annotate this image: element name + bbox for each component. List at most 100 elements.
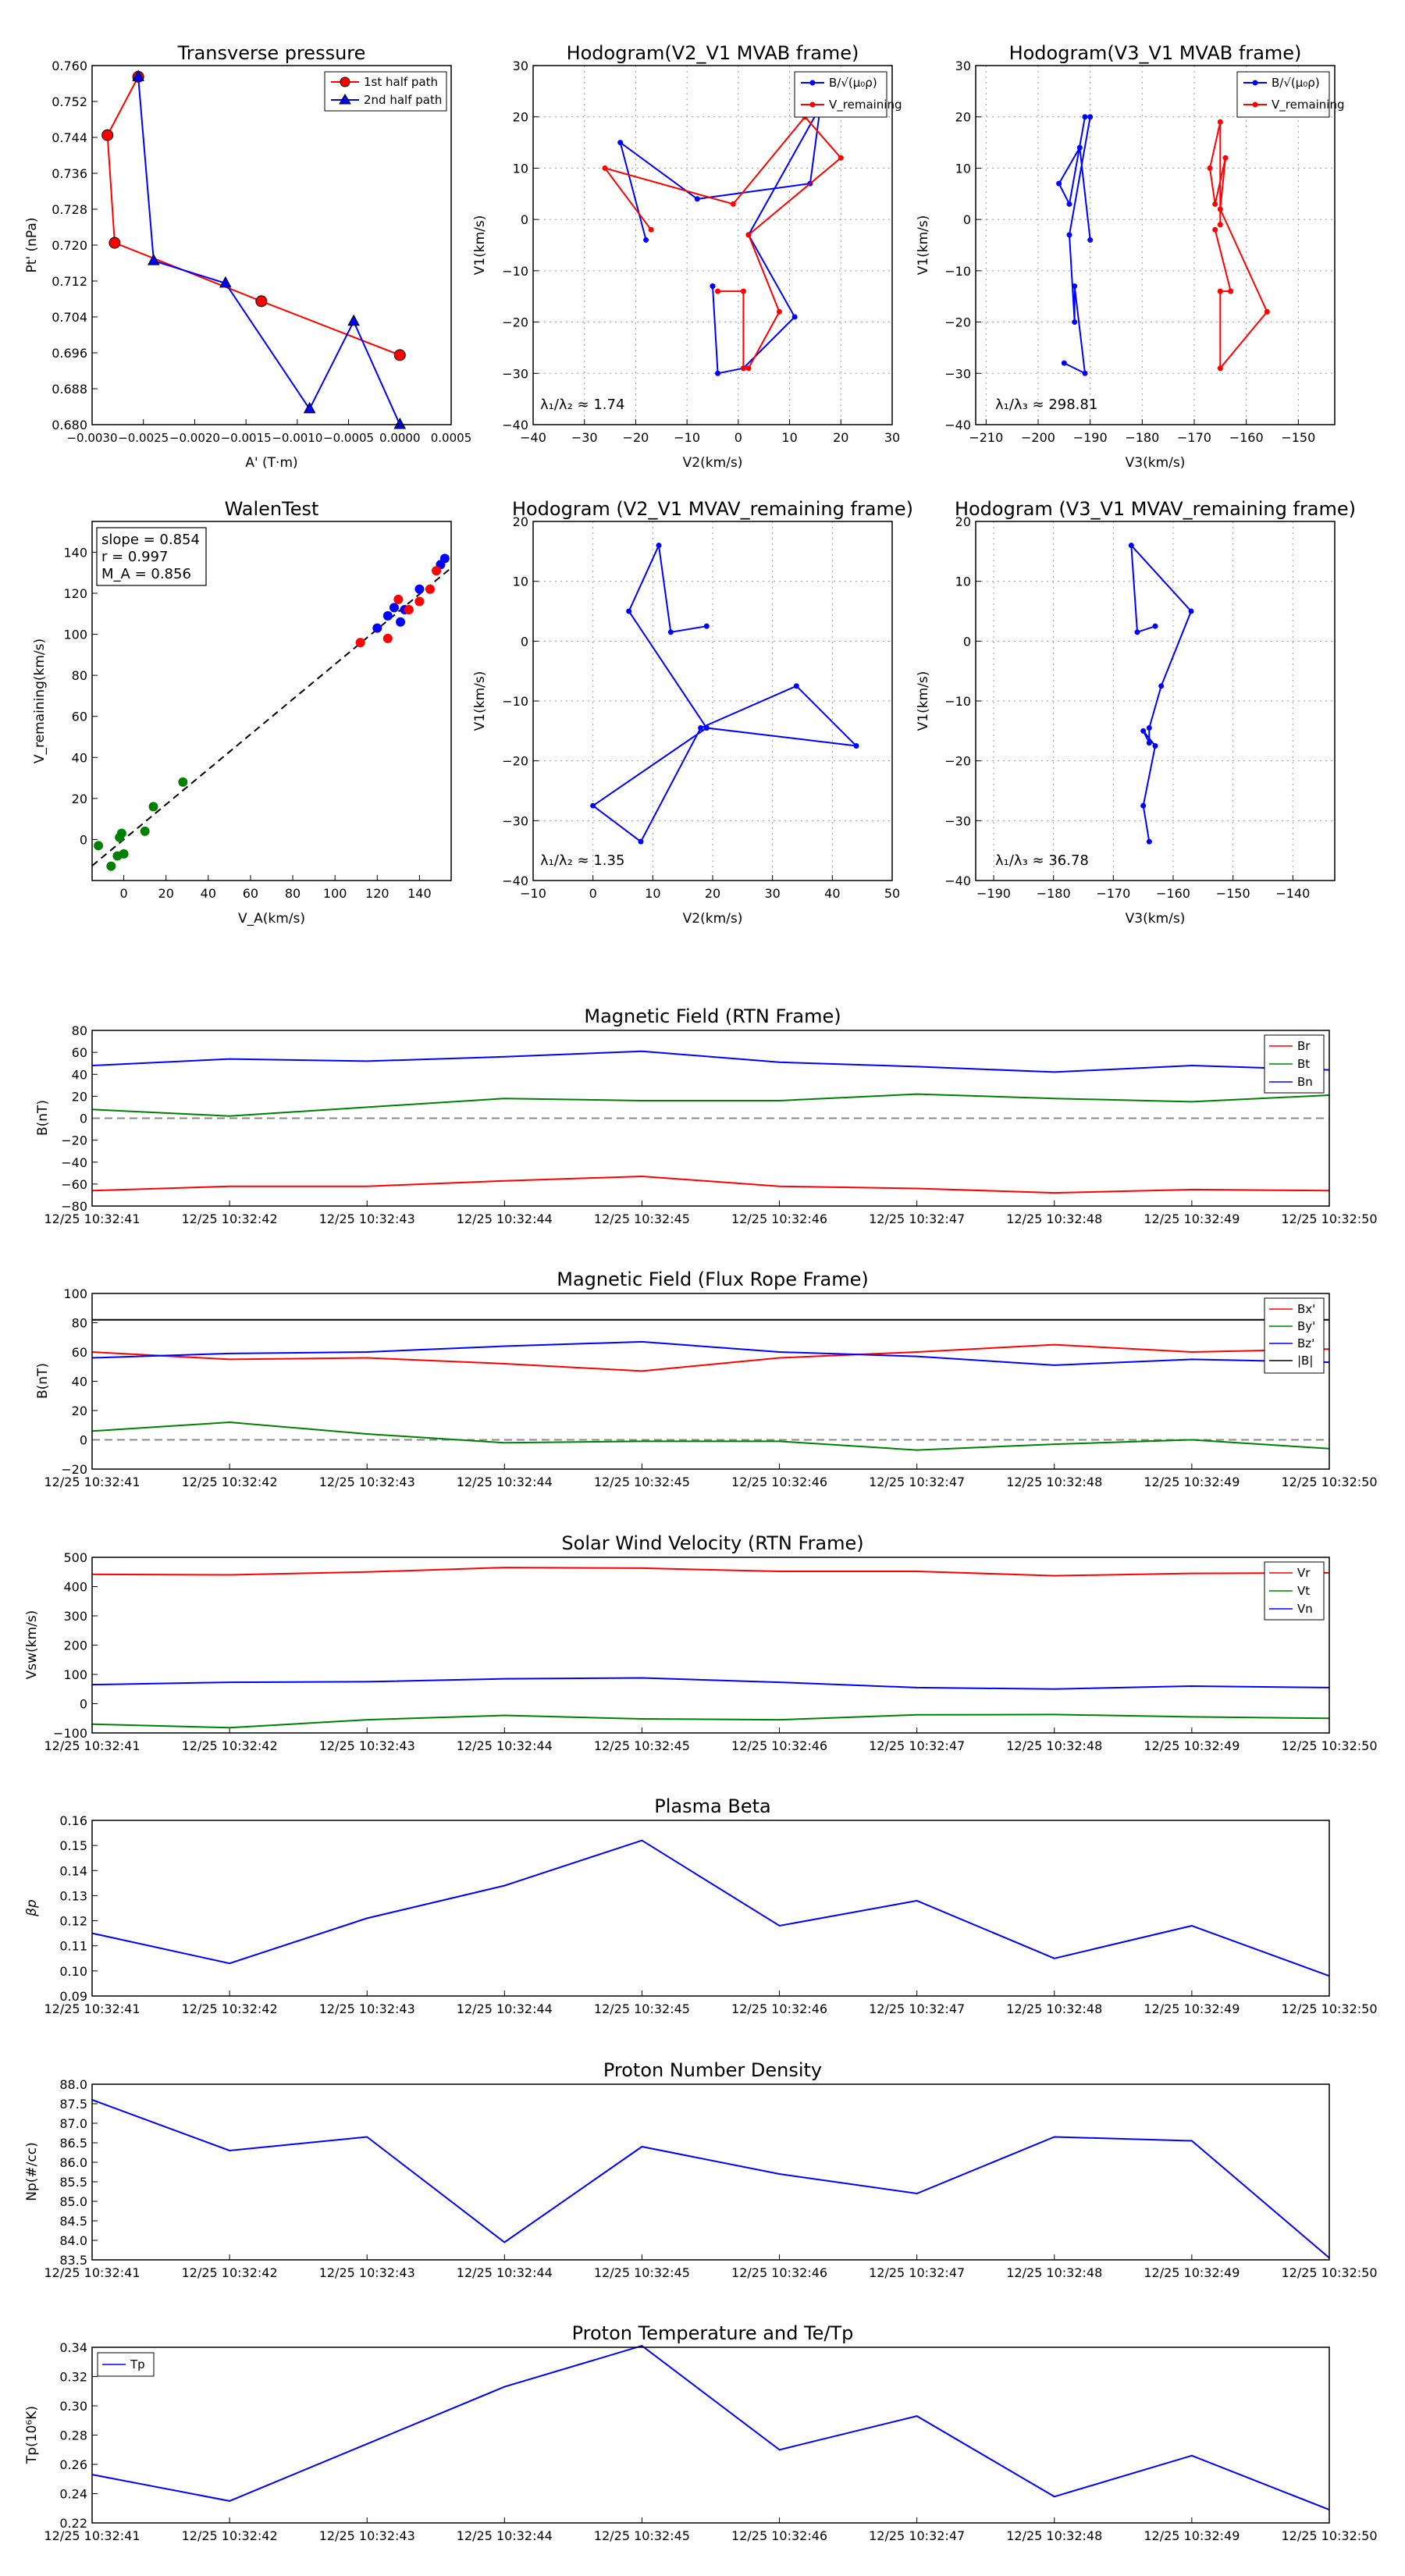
legend-label-b-field: B/√(μ₀ρ)	[1272, 76, 1320, 90]
data-point	[1188, 608, 1194, 614]
x-tick-label: 12/25 10:32:47	[869, 1738, 965, 1753]
y-tick-label: −10	[502, 264, 528, 279]
x-tick-label: 12/25 10:32:50	[1281, 1475, 1377, 1489]
y-tick-label: 10	[513, 575, 528, 589]
y-tick-label: −40	[502, 418, 528, 432]
panel-title: Hodogram (V3_V1 MVAV_remaining frame)	[955, 498, 1356, 520]
legend-label-by: By'	[1297, 1319, 1315, 1333]
data-point	[414, 584, 425, 594]
x-tick-label: 12/25 10:32:47	[869, 1212, 965, 1226]
y-tick-label: 85.0	[59, 2194, 87, 2209]
y-tick-label: −20	[944, 315, 971, 330]
data-point	[638, 838, 644, 845]
panel-title: Proton Number Density	[603, 2059, 822, 2081]
slope-text: slope = 0.854	[101, 532, 200, 548]
x-tick-label: 12/25 10:32:41	[44, 2528, 140, 2543]
data-point	[382, 633, 393, 643]
y-tick-label: 0.28	[59, 2428, 87, 2443]
x-tick-label: −180	[1037, 886, 1071, 901]
data-point	[710, 283, 716, 290]
data-point	[347, 314, 360, 326]
series-line	[91, 1343, 1330, 1372]
ma-text: M_A = 0.856	[101, 566, 191, 582]
x-tick-label: 12/25 10:32:49	[1144, 2265, 1240, 2280]
y-tick-label: 0.14	[59, 1863, 87, 1878]
y-tick-label: 0	[521, 212, 528, 227]
legend-label-v-remaining: V_remaining	[829, 98, 902, 112]
y-tick-label: 100	[63, 1286, 87, 1301]
y-tick-label: −20	[61, 1462, 87, 1477]
y-tick-label: 40	[72, 1375, 87, 1389]
x-tick-label: −180	[1125, 430, 1159, 445]
series-line	[91, 1713, 1330, 1729]
y-tick-label: 87.0	[59, 2116, 87, 2131]
y-tick-label: 0.30	[59, 2399, 87, 2414]
data-point	[439, 553, 450, 564]
x-tick-label: 12/25 10:32:42	[182, 1475, 278, 1489]
panel-title: Solar Wind Velocity (RTN Frame)	[561, 1532, 863, 1554]
x-tick-label: 12/25 10:32:47	[869, 2528, 965, 2543]
y-tick-label: −80	[61, 1199, 87, 1214]
legend-label-vn: Vn	[1297, 1602, 1313, 1616]
x-tick-label: 12/25 10:32:45	[594, 2265, 690, 2280]
x-tick-label: 12/25 10:32:47	[869, 1475, 965, 1489]
panel-title: Hodogram (V2_V1 MVAV_remaining frame)	[512, 498, 913, 520]
data-point	[1072, 283, 1078, 290]
x-tick-label: 12/25 10:32:42	[182, 1738, 278, 1753]
data-point	[1140, 728, 1147, 734]
x-tick-label: 12/25 10:32:48	[1006, 2265, 1102, 2280]
data-point	[1066, 201, 1072, 207]
data-point	[1087, 237, 1094, 243]
data-point	[703, 725, 710, 731]
x-tick-label: 12/25 10:32:44	[457, 2001, 553, 2016]
x-tick-label: 40	[201, 886, 216, 901]
y-tick-label: 0	[80, 1433, 87, 1448]
plot-frame	[532, 65, 893, 425]
x-tick-label: 12/25 10:32:48	[1006, 1738, 1102, 1753]
data-point	[132, 69, 144, 81]
y-tick-label: 10	[513, 161, 528, 176]
data-point	[303, 401, 316, 414]
y-tick-label: 120	[63, 586, 87, 601]
x-tick-label: 12/25 10:32:41	[44, 2001, 140, 2016]
y-tick-label: 20	[513, 110, 528, 125]
x-tick-label: 12/25 10:32:44	[457, 1475, 553, 1489]
y-tick-label: −40	[944, 873, 971, 888]
y-tick-label: 40	[72, 1067, 87, 1082]
x-tick-label: −0.0010	[272, 431, 322, 445]
x-tick-label: −20	[623, 430, 649, 445]
data-point	[1217, 288, 1223, 294]
y-axis-label: V1(km/s)	[472, 671, 488, 731]
data-point	[1158, 683, 1165, 689]
x-tick-label: 12/25 10:32:50	[1281, 1738, 1377, 1753]
data-point	[793, 683, 799, 689]
x-tick-label: 12/25 10:32:45	[594, 2528, 690, 2543]
data-point	[382, 610, 393, 621]
legend-label-bt: Bt	[1297, 1057, 1310, 1071]
data-point	[101, 129, 114, 141]
plot-frame	[91, 1030, 1330, 1207]
y-tick-label: 0.09	[59, 1989, 87, 2004]
legend: B/√(μ₀ρ) V_remaining	[794, 71, 902, 118]
data-point	[94, 841, 104, 851]
x-tick-label: 20	[158, 886, 174, 901]
y-tick-label: −10	[502, 694, 528, 709]
x-tick-label: 10	[781, 430, 797, 445]
series-line	[91, 1421, 1330, 1451]
data-point	[715, 370, 721, 376]
y-tick-label: −20	[944, 754, 971, 769]
x-tick-label: 12/25 10:32:49	[1144, 1738, 1240, 1753]
panel-walen-test: WalenTest 0 20 40 60 80 100 120 140 0 20 40 60 80 100…	[32, 498, 452, 927]
legend-label-v-remaining: V_remaining	[1272, 98, 1345, 112]
legend: Vr Vt Vn	[1264, 1561, 1325, 1621]
panel-hodogram-v2-v1-mvav: Hodogram (V2_V1 MVAV_remaining frame) −1…	[472, 498, 913, 927]
ratio-annotation: λ₁/λ₃ ≈ 298.81	[995, 397, 1097, 413]
legend-label-tp: Tp	[130, 2357, 145, 2371]
y-axis-label: Np(#/cc)	[24, 2142, 40, 2201]
x-tick-label: 12/25 10:32:44	[457, 1212, 553, 1226]
y-tick-label: 84.0	[59, 2233, 87, 2248]
data-point	[178, 777, 188, 787]
series-line	[619, 106, 821, 375]
x-tick-label: 0	[735, 430, 742, 445]
y-tick-label: −40	[61, 1155, 87, 1170]
